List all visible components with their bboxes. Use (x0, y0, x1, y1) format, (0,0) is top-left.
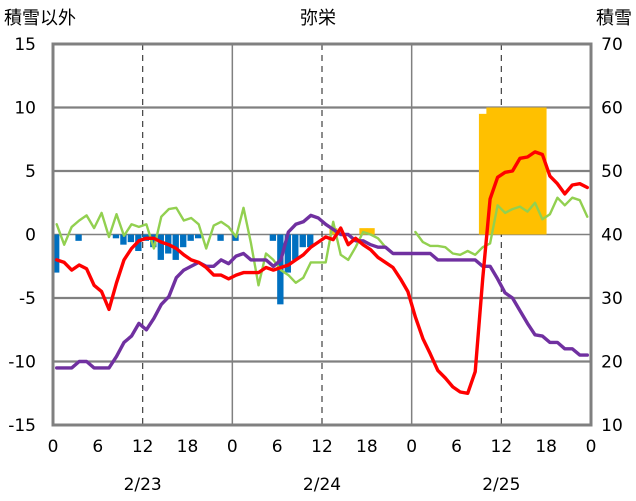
chart-title: 弥栄 (300, 8, 336, 29)
precip-bar (127, 234, 135, 243)
precip-bar (284, 234, 291, 273)
snow-bar (486, 107, 495, 235)
right-tick-label: 10 (601, 416, 623, 436)
precip-bar (112, 234, 120, 239)
date-label: 2/25 (482, 475, 520, 495)
x-tick-label: 0 (406, 437, 417, 457)
precip-bar (157, 234, 164, 260)
x-axis-ticks: 0 6 12 18 0 6 12 18 0 6 12 18 0 (48, 437, 597, 457)
snow-bar (531, 107, 540, 235)
x-tick-label: 6 (451, 437, 462, 457)
right-axis-title: 積雪 (596, 8, 632, 29)
plot-frame (51, 42, 593, 427)
left-tick-label: 5 (25, 162, 36, 182)
right-tick-label: 60 (601, 99, 623, 119)
right-tick-label: 50 (601, 162, 623, 182)
red-series-line (55, 150, 589, 395)
green-series-line (55, 196, 589, 287)
snow-bar (478, 113, 487, 235)
x-tick-label: 0 (227, 437, 238, 457)
purple-series-line (55, 213, 589, 370)
left-tick-label: 10 (14, 99, 36, 119)
precip-bar (150, 234, 157, 248)
x-tick-label: 18 (356, 437, 378, 457)
precip-bar (53, 234, 60, 273)
snow-bar (523, 107, 532, 235)
precip-bar (269, 234, 277, 241)
right-tick-label: 70 (601, 35, 623, 55)
precip-bar (75, 234, 82, 241)
line-series (55, 150, 589, 395)
precip-bar (217, 234, 224, 241)
precip-bar (194, 234, 202, 239)
date-label: 2/23 (124, 475, 162, 495)
date-labels: 2/23 2/24 2/25 (124, 475, 521, 495)
left-tick-label: 15 (14, 35, 36, 55)
right-axis-ticks: 70 60 50 40 30 20 10 (601, 35, 623, 436)
date-label: 2/24 (303, 475, 341, 495)
left-axis-title: 積雪以外 (4, 8, 76, 29)
right-tick-label: 20 (601, 353, 623, 373)
x-tick-label: 12 (491, 437, 513, 457)
precip-bar (120, 234, 127, 245)
x-tick-label: 18 (177, 437, 199, 457)
snow-bar (538, 107, 547, 235)
left-tick-label: -15 (8, 416, 36, 436)
x-tick-label: 12 (132, 437, 154, 457)
x-tick-label: 6 (272, 437, 283, 457)
bar-series (53, 107, 547, 305)
right-tick-label: 30 (601, 289, 623, 309)
left-tick-label: -5 (19, 289, 36, 309)
x-tick-label: 6 (92, 437, 103, 457)
right-tick-label: 40 (601, 226, 623, 246)
snow-bar (366, 228, 375, 235)
precip-bar (307, 234, 314, 248)
left-tick-label: 0 (25, 226, 36, 246)
precip-bar (292, 234, 299, 260)
snow-bar (516, 107, 525, 235)
x-tick-label: 0 (586, 437, 597, 457)
x-tick-label: 0 (48, 437, 59, 457)
precip-bar (187, 234, 194, 241)
x-tick-label: 18 (535, 437, 557, 457)
snow-bar (493, 107, 502, 235)
precip-bar (180, 234, 187, 248)
left-axis-ticks: 15 10 5 0 -5 -10 -15 (8, 35, 36, 436)
precip-bar (299, 234, 306, 248)
x-tick-label: 12 (311, 437, 333, 457)
left-tick-label: -10 (8, 353, 36, 373)
